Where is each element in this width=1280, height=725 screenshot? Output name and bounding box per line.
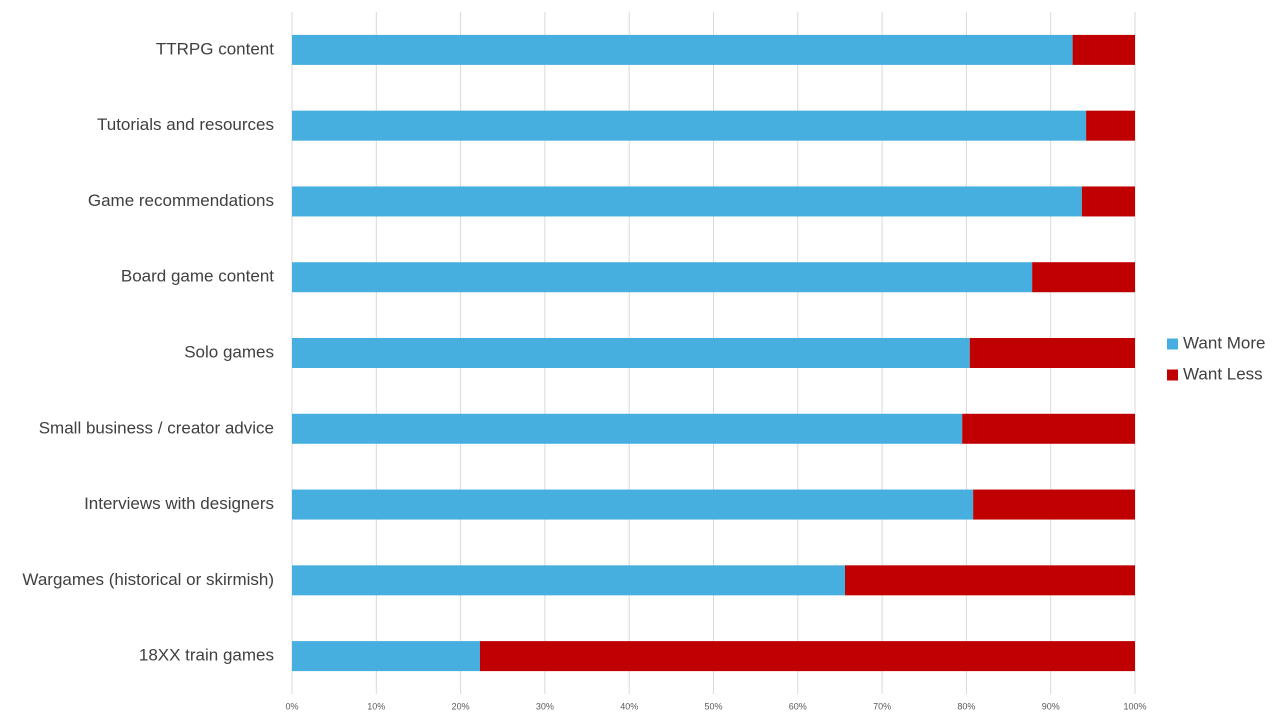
bar: [1086, 110, 1135, 141]
bar: [292, 262, 1033, 293]
x-tick-label: 80%: [957, 701, 975, 711]
bar: [479, 641, 1135, 672]
bar: [969, 338, 1135, 368]
legend-swatch: [1167, 338, 1178, 350]
bar: [292, 641, 480, 672]
bar: [292, 413, 963, 444]
bar: [845, 565, 1135, 596]
x-tick-label: 0%: [285, 701, 298, 711]
bar: [973, 489, 1135, 520]
bar: [1032, 262, 1135, 293]
y-tick-label: Tutorials and resources: [97, 115, 274, 134]
y-tick-label: Board game content: [121, 267, 274, 286]
y-tick-label: Interviews with designers: [84, 494, 274, 513]
legend-label: Want Less: [1183, 364, 1263, 383]
bar: [1081, 186, 1135, 217]
y-tick-label: Small business / creator advice: [39, 418, 274, 437]
bar: [292, 34, 1073, 65]
legend-label: Want More: [1183, 333, 1266, 352]
bar: [292, 338, 970, 368]
x-tick-label: 60%: [789, 701, 807, 711]
x-tick-label: 10%: [367, 701, 385, 711]
x-tick-label: 90%: [1042, 701, 1060, 711]
y-tick-label: Game recommendations: [88, 191, 274, 210]
y-tick-label: Solo games: [184, 342, 274, 361]
bar: [292, 565, 846, 596]
x-tick-label: 70%: [873, 701, 891, 711]
x-tick-label: 40%: [620, 701, 638, 711]
x-tick-label: 100%: [1123, 701, 1146, 711]
bar: [962, 413, 1135, 444]
bar: [292, 110, 1087, 141]
x-tick-label: 50%: [704, 701, 722, 711]
x-tick-label: 20%: [452, 701, 470, 711]
y-tick-label: Wargames (historical or skirmish): [22, 570, 274, 589]
y-tick-label: TTRPG content: [156, 39, 274, 58]
bar: [292, 489, 974, 520]
x-tick-label: 30%: [536, 701, 554, 711]
bar: [1072, 34, 1135, 65]
legend-swatch: [1167, 369, 1178, 381]
bar: [292, 186, 1082, 217]
y-tick-label: 18XX train games: [139, 646, 274, 665]
